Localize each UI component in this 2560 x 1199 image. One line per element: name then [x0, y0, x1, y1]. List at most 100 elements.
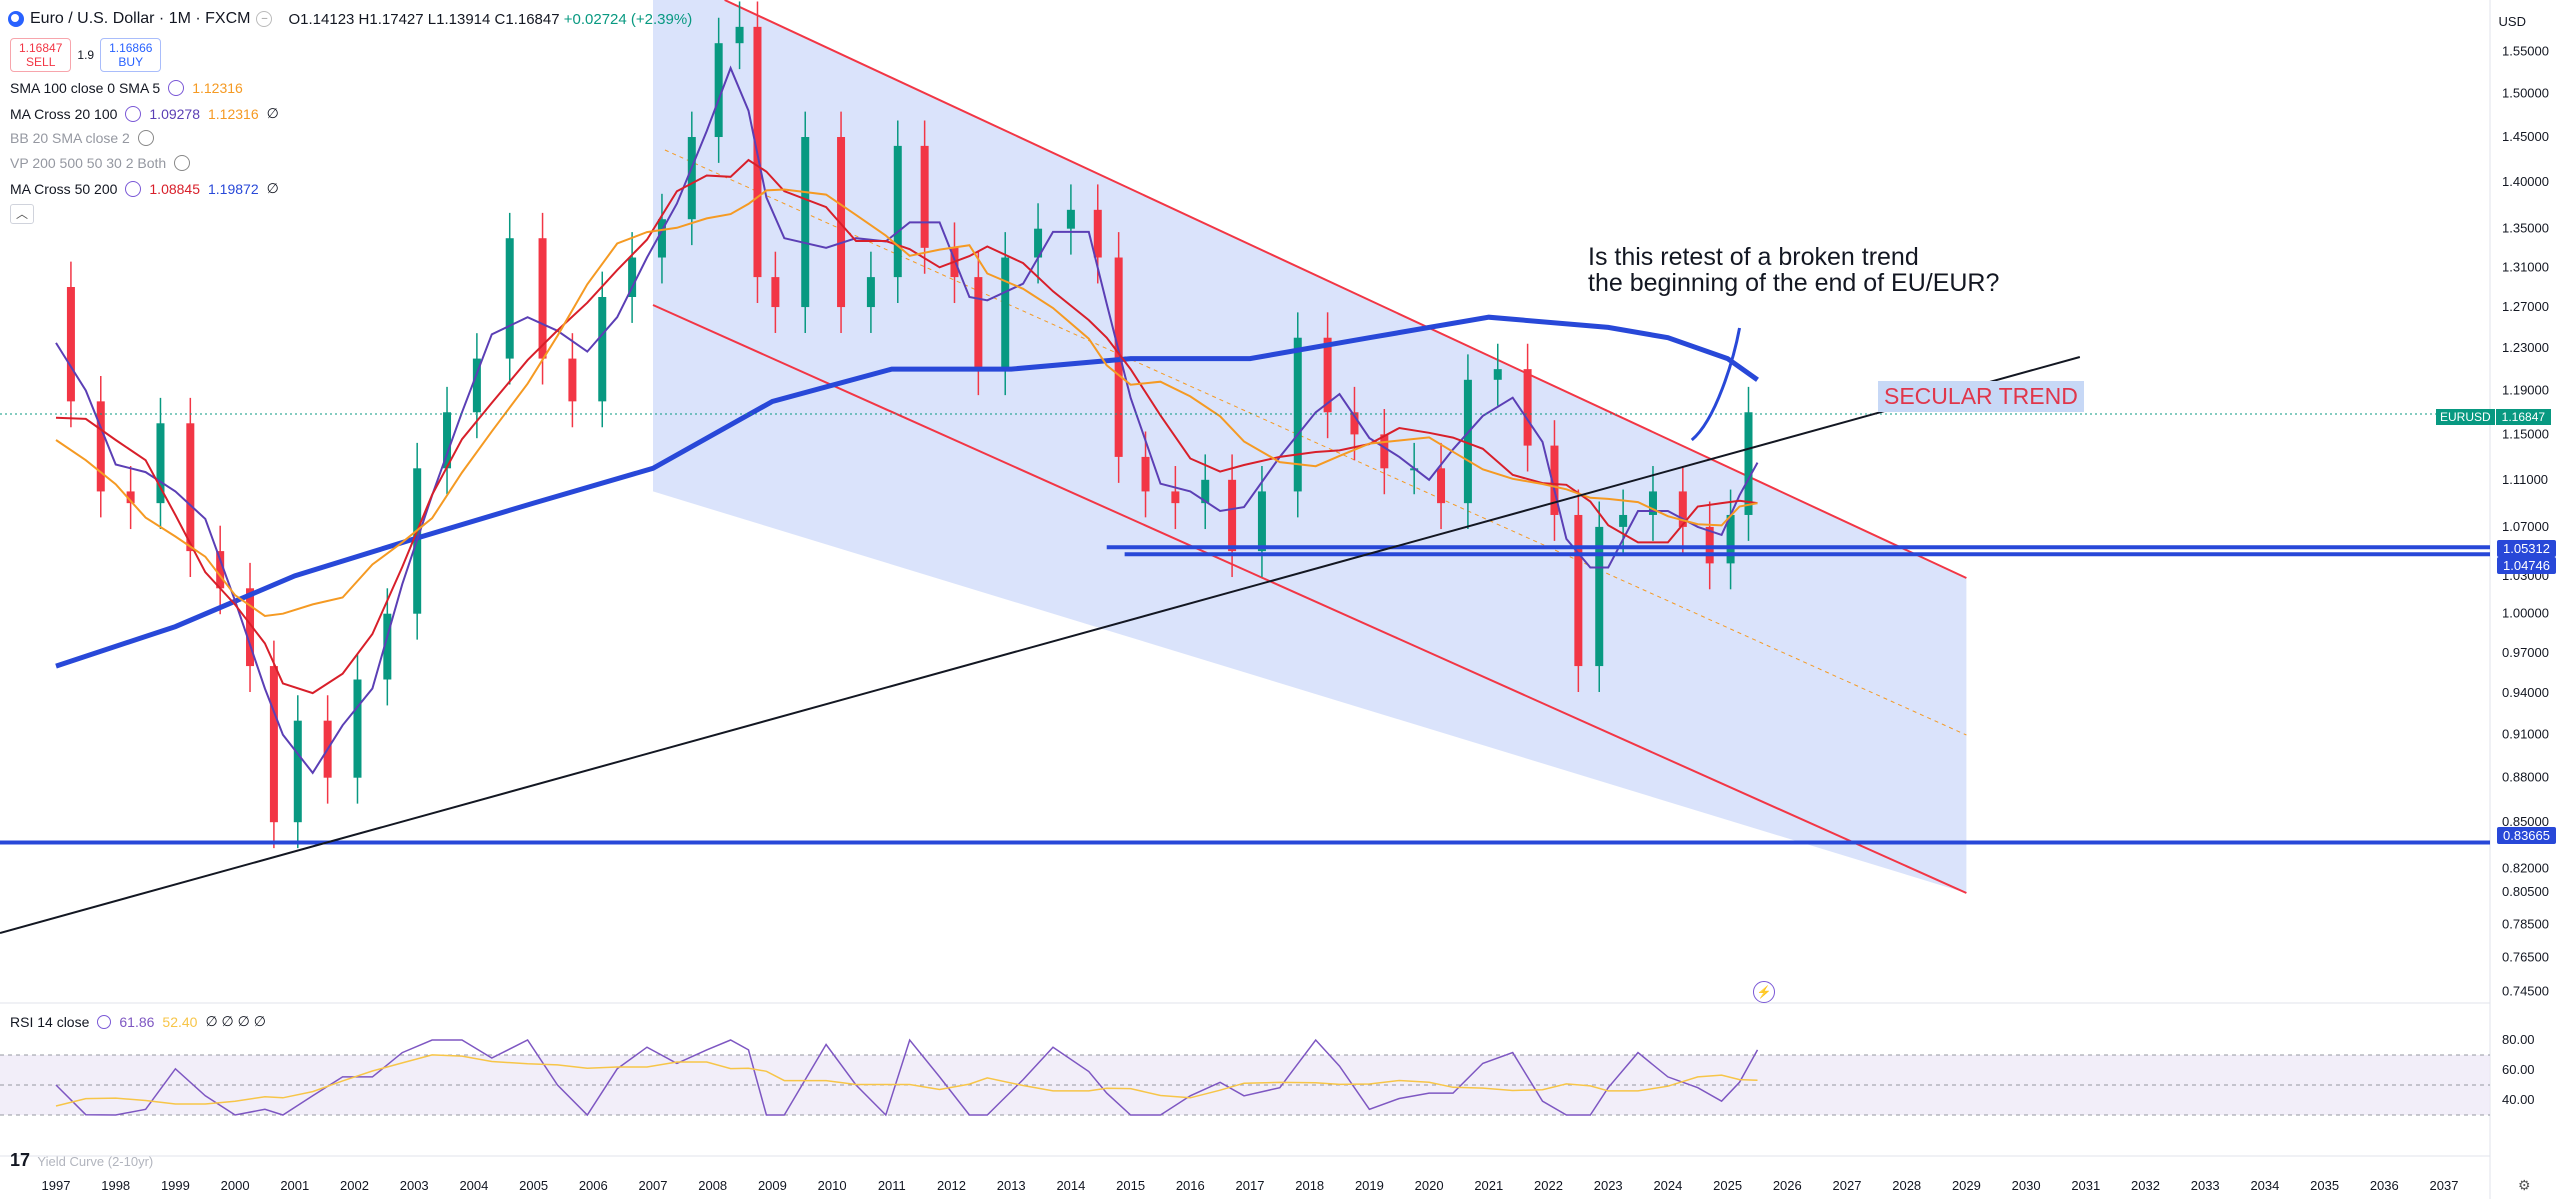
x-tick-label: 2015	[1116, 1178, 1145, 1193]
candle-body	[1523, 369, 1532, 446]
y-tick-label: 1.50000	[2502, 86, 2549, 101]
settings-icon[interactable]	[168, 80, 185, 96]
legend-ma-cross-50-200[interactable]: MA Cross 50 200 1.08845 1.19872 ∅	[10, 180, 279, 197]
level-tag-2[interactable]: 1.04746	[2497, 557, 2556, 574]
annotation-line-2: the beginning of the end of EU/EUR?	[1588, 269, 2000, 297]
sma-value: 1.12316	[192, 80, 243, 96]
ma-50-line	[55, 158, 1758, 695]
candle-body	[657, 219, 666, 258]
currency-label[interactable]: USD	[2498, 14, 2526, 29]
bb-label: BB 20 SMA close 2	[10, 130, 130, 146]
rsi-line	[55, 1038, 1759, 1117]
candle-body	[66, 287, 75, 402]
rsi-tick-label: 60.00	[2502, 1062, 2535, 1077]
legend-ma-cross-20-100[interactable]: MA Cross 20 100 1.09278 1.12316 ∅	[10, 105, 279, 122]
candle-body	[568, 358, 577, 402]
ohlc-values: O1.14123 H1.17427 L1.13914 C1.16847 +0.0…	[288, 11, 692, 28]
ma-cross-50-200-v1: 1.08845	[149, 180, 200, 197]
legend-vp[interactable]: VP 200 500 50 30 2 Both	[10, 155, 191, 171]
rsi-rest: ∅ ∅ ∅ ∅	[205, 1013, 266, 1029]
legend-bb[interactable]: BB 20 SMA close 2	[10, 130, 154, 146]
candle-body	[1141, 456, 1150, 492]
settings-icon[interactable]	[97, 1014, 112, 1029]
candle-body	[1228, 479, 1237, 552]
yield-curve-legend[interactable]: 17 Yield Curve (2-10yr)	[10, 1150, 153, 1171]
channel-upper-line	[724, 0, 1967, 579]
hidden-eye-icon[interactable]	[137, 130, 154, 146]
rsi-pane: 80.00 60.00 40.00	[0, 1032, 2535, 1117]
x-tick-label: 2003	[400, 1178, 429, 1193]
settings-icon[interactable]	[125, 105, 142, 122]
x-tick-label: 2001	[280, 1178, 309, 1193]
chart-header: Euro / U.S. Dollar · 1M · FXCM – O1.1412…	[8, 10, 692, 28]
lightning-icon[interactable]: ⚡	[1753, 981, 1775, 1003]
y-tick-label: 0.97000	[2502, 645, 2549, 660]
channel-fill	[653, 0, 1967, 893]
level-tag-1[interactable]: 1.05312	[2497, 540, 2556, 557]
candle-body	[1705, 526, 1714, 564]
hidden-eye-icon[interactable]	[174, 155, 191, 171]
x-tick-label: 2023	[1594, 1178, 1623, 1193]
candle-body	[1350, 412, 1359, 435]
buy-button[interactable]: 1.16866 BUY	[100, 38, 162, 72]
rsi-ma-value: 52.40	[162, 1013, 198, 1030]
candle-body	[1574, 514, 1583, 667]
x-tick-label: 2016	[1176, 1178, 1205, 1193]
ma-cross-20-100-label: MA Cross 20 100	[10, 105, 118, 122]
y-tick-label: 0.78500	[2502, 916, 2549, 931]
x-tick-label: 2020	[1415, 1178, 1444, 1193]
trade-panel: 1.16847 SELL 1.9 1.16866 BUY	[10, 38, 162, 72]
candle-body	[126, 491, 135, 504]
axes: 1.55000 1.50000 1.45000 1.40000 1.35000 1.310…	[42, 43, 2549, 1193]
secular-trend-label[interactable]: SECULAR TREND	[1878, 381, 2084, 412]
sell-label: SELL	[26, 55, 56, 69]
x-tick-label: 2027	[1833, 1178, 1862, 1193]
collapse-legend-icon[interactable]: –	[256, 11, 273, 27]
symbol-logo-icon[interactable]	[8, 11, 24, 27]
y-tick-label: 0.88000	[2502, 770, 2549, 785]
sell-button[interactable]: 1.16847 SELL	[10, 38, 72, 72]
eurusd-price-tag[interactable]: EURUSD 1.16847	[2436, 409, 2552, 425]
y-tick-label: 1.45000	[2502, 129, 2549, 144]
ma-100-line	[55, 188, 1758, 618]
candle-body	[598, 296, 607, 402]
chart-annotation[interactable]: Is this retest of a broken trend the beg…	[1588, 244, 1999, 296]
x-tick-label: 2011	[878, 1178, 906, 1193]
symbol-title[interactable]: Euro / U.S. Dollar · 1M · FXCM	[30, 10, 251, 27]
y-tick-label: 1.23000	[2502, 340, 2549, 355]
candle-body	[505, 238, 514, 359]
candle-body	[1293, 337, 1302, 492]
candle-body	[1726, 514, 1735, 564]
x-tick-label: 2037	[2430, 1178, 2459, 1193]
x-tick-label: 2002	[340, 1178, 369, 1193]
gear-icon[interactable]: ⚙	[2518, 1177, 2531, 1193]
legend-sma[interactable]: SMA 100 close 0 SMA 5 1.12316	[10, 80, 243, 96]
horizontal-levels	[0, 413, 2490, 845]
settings-icon[interactable]	[125, 180, 142, 197]
change-value: +0.02724 (+2.39%)	[563, 10, 693, 28]
rsi-legend[interactable]: RSI 14 close 61.86 52.40 ∅ ∅ ∅ ∅	[10, 1013, 266, 1030]
level-tag-3[interactable]: 0.83665	[2497, 827, 2556, 844]
y-tick-label: 1.07000	[2502, 519, 2549, 534]
x-tick-label: 2019	[1355, 1178, 1384, 1193]
candle-body	[714, 43, 723, 138]
y-tick-label: 0.76500	[2502, 949, 2549, 964]
collapse-chevron-icon[interactable]: ︿	[10, 204, 34, 224]
secular-trend-line	[0, 356, 2081, 934]
x-tick-label: 2000	[221, 1178, 250, 1193]
y-tick-label: 0.80500	[2502, 884, 2549, 899]
candle-body	[1493, 369, 1502, 380]
ma-cross-50-200-v3: ∅	[266, 180, 279, 196]
ma-cross-20-100-v1: 1.09278	[149, 105, 200, 122]
candle-body	[293, 720, 302, 823]
tradingview-logo-icon[interactable]: 17	[10, 1150, 31, 1170]
x-tick-label: 2033	[2191, 1178, 2220, 1193]
candle-body	[974, 277, 983, 370]
spread-value: 1.9	[77, 48, 95, 62]
candle-body	[1595, 526, 1604, 667]
x-tick-label: 2031	[2071, 1178, 2100, 1193]
x-tick-label: 2022	[1534, 1178, 1563, 1193]
ma-cross-20-100-v3: ∅	[266, 105, 279, 121]
x-tick-label: 2028	[1892, 1178, 1921, 1193]
